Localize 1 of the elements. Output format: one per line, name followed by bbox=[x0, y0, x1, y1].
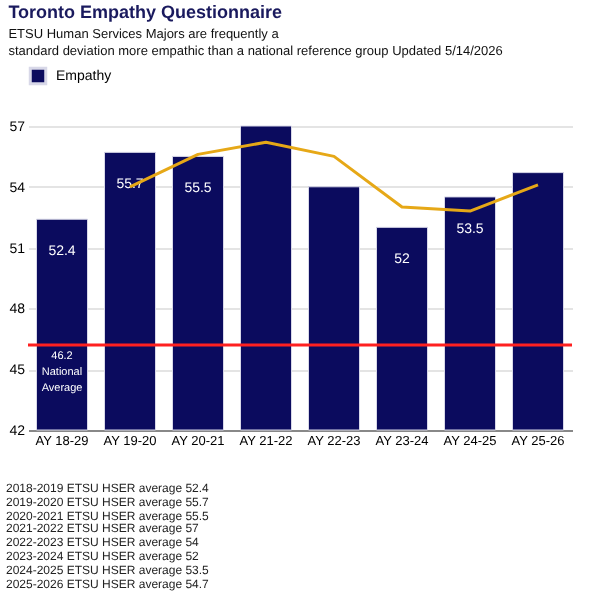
chart-title: Toronto Empathy Questionnaire bbox=[8, 2, 283, 22]
